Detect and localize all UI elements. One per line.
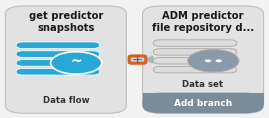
Text: Add branch: Add branch [174, 99, 232, 108]
FancyBboxPatch shape [5, 6, 126, 113]
Text: Data flow: Data flow [43, 96, 89, 105]
Text: Data set: Data set [182, 80, 224, 89]
FancyBboxPatch shape [153, 49, 237, 55]
Text: ADM predictor
file repository d...: ADM predictor file repository d... [152, 11, 254, 33]
FancyBboxPatch shape [143, 6, 264, 113]
FancyBboxPatch shape [16, 42, 100, 48]
Text: get predictor
snapshots: get predictor snapshots [29, 11, 103, 33]
FancyBboxPatch shape [153, 66, 237, 73]
Circle shape [205, 59, 211, 62]
FancyBboxPatch shape [143, 93, 264, 113]
FancyBboxPatch shape [16, 51, 100, 57]
Text: ~: ~ [70, 55, 82, 69]
FancyBboxPatch shape [16, 60, 100, 66]
Text: +: + [132, 53, 143, 66]
FancyBboxPatch shape [153, 40, 237, 46]
Bar [143, 93, 264, 105]
FancyBboxPatch shape [153, 57, 237, 64]
Circle shape [188, 50, 239, 72]
FancyBboxPatch shape [129, 56, 146, 63]
FancyBboxPatch shape [16, 69, 100, 75]
Circle shape [215, 59, 222, 62]
Circle shape [51, 52, 102, 74]
